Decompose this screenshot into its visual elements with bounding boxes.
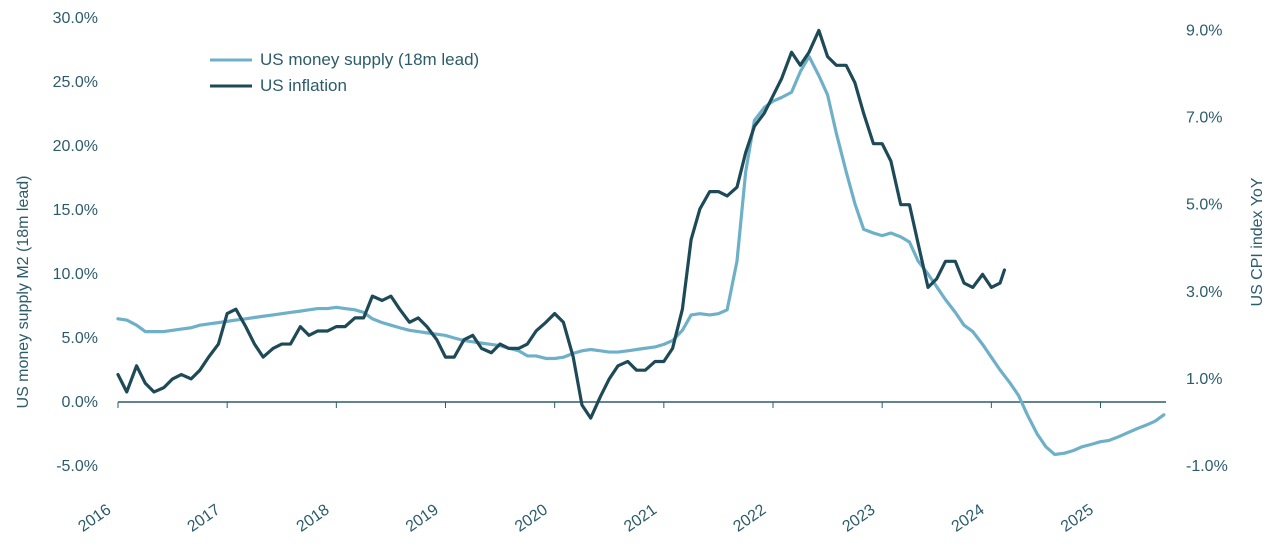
chart-svg: -5.0% 0.0% 5.0% 10.0% 15.0% 20.0% 25.0% 30.0% -1… (0, 0, 1280, 549)
y-left-tick-label: 10.0% (53, 266, 98, 283)
y-right-tick-label: 3.0% (1186, 284, 1222, 301)
y-left-tick-label: 5.0% (62, 330, 98, 347)
y-left-tick-label: 25.0% (53, 74, 98, 91)
y-right-tick-label: 7.0% (1186, 110, 1222, 127)
y-right-tick-label: 1.0% (1186, 371, 1222, 388)
legend-label: US money supply (18m lead) (260, 50, 479, 69)
y-left-tick-label: -5.0% (56, 458, 98, 475)
y-left-tick-label: 15.0% (53, 202, 98, 219)
legend-label: US inflation (260, 76, 347, 95)
y-right-tick-label: -1.0% (1186, 458, 1228, 475)
y-right-axis-title: US CPI index YoY (1249, 177, 1266, 306)
chart-root: -5.0% 0.0% 5.0% 10.0% 15.0% 20.0% 25.0% 30.0% -1… (0, 0, 1280, 549)
y-right-tick-label: 9.0% (1186, 22, 1222, 39)
y-left-tick-label: 30.0% (53, 10, 98, 27)
y-left-tick-label: 20.0% (53, 138, 98, 155)
chart-background (0, 0, 1280, 549)
y-left-axis-title: US money supply M2 (18m lead) (15, 176, 32, 409)
y-right-tick-label: 5.0% (1186, 197, 1222, 214)
y-left-tick-label: 0.0% (62, 394, 98, 411)
